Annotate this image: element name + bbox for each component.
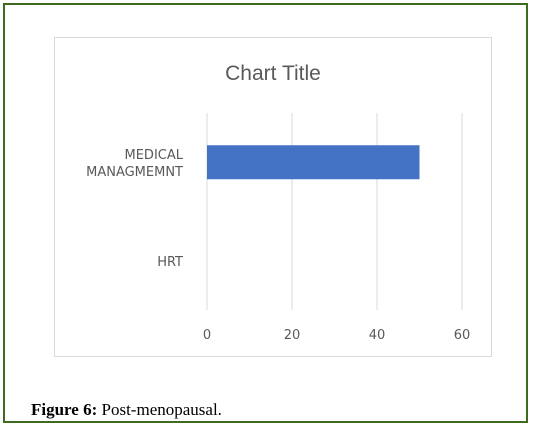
figure-caption: Figure 6: Post-menopausal.: [31, 400, 222, 420]
chart-title: Chart Title: [225, 62, 321, 85]
x-tick-label-2: 40: [369, 328, 386, 343]
category-label-0-1: MANAGMEMNT: [86, 165, 183, 180]
category-label-1-0: HRT: [157, 255, 183, 270]
x-tick-labels: 0 20 40 60: [203, 328, 470, 343]
x-tick-label-1: 20: [284, 328, 301, 343]
figure-frame: Chart Title MEDICAL MANAGMEMNT HRT 0 20 40 60…: [3, 3, 528, 423]
caption-label: Figure 6:: [31, 400, 98, 419]
bar-chart: Chart Title MEDICAL MANAGMEMNT HRT 0 20 40 60: [86, 62, 470, 343]
x-tick-label-0: 0: [203, 328, 211, 343]
gridlines: [206, 113, 463, 310]
category-labels: MEDICAL MANAGMEMNT HRT: [86, 148, 184, 270]
category-label-0-0: MEDICAL: [125, 148, 184, 163]
bar-0: [207, 145, 420, 180]
bars: [207, 145, 420, 180]
caption-text: Post-menopausal.: [101, 400, 222, 419]
x-tick-label-3: 60: [454, 328, 471, 343]
chart-area: Chart Title MEDICAL MANAGMEMNT HRT 0 20 40 60: [54, 37, 492, 357]
